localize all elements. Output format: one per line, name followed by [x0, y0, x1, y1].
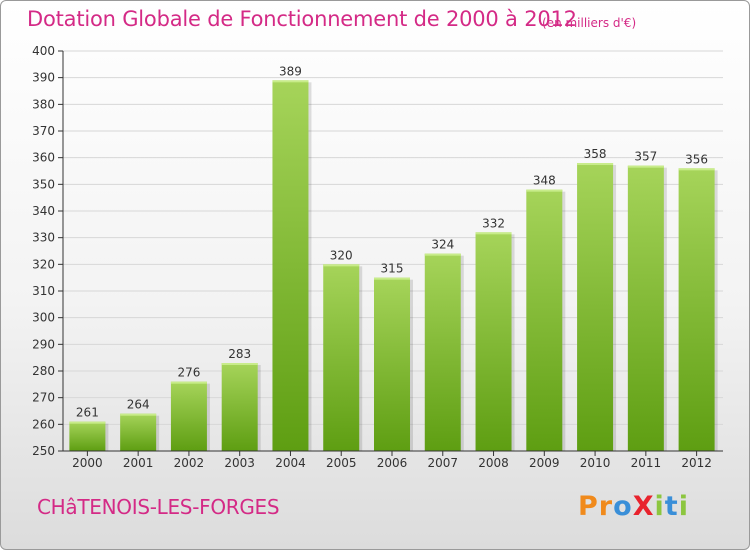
bar-top-highlight: [120, 413, 157, 416]
x-tick-label: 2010: [580, 456, 611, 470]
bar-top-highlight: [69, 421, 106, 424]
x-tick-label: 2008: [478, 456, 509, 470]
bar-2006: [374, 277, 410, 451]
y-tick-label: 400: [32, 44, 55, 58]
data-label: 389: [279, 64, 302, 78]
bar-2003: [221, 363, 258, 451]
y-tick-label: 350: [32, 177, 55, 191]
bar-top-highlight: [475, 232, 512, 235]
data-label: 357: [634, 150, 657, 164]
bar-top-highlight: [577, 163, 614, 165]
bar-2012: [678, 168, 715, 452]
y-tick-label: 270: [32, 391, 55, 405]
data-label: 332: [482, 216, 505, 230]
data-label: 358: [584, 147, 607, 161]
bar-2004: [272, 80, 309, 451]
y-tick-label: 320: [32, 257, 55, 271]
data-label: 276: [177, 366, 200, 380]
bar-top-highlight: [272, 80, 309, 83]
y-tick-labels: 250 260 270 280 290 300 310 320 330 340 350 360 370 3…: [32, 44, 63, 458]
x-tick-labels: 2000 2001 2002 2003 2004 2005 2006 2007 2008 2009…: [72, 451, 712, 470]
x-tick-label: 2009: [529, 456, 560, 470]
bar-2000: [69, 421, 106, 451]
logo-letter: i: [654, 491, 665, 522]
y-tick-label: 380: [32, 97, 55, 111]
y-tick-label: 280: [32, 364, 55, 378]
logo-letter: P: [578, 491, 599, 522]
x-tick-label: 2003: [224, 456, 255, 470]
bar-2009: [526, 189, 563, 451]
logo-letter: t: [664, 491, 679, 522]
x-tick-label: 2005: [326, 456, 357, 470]
data-label: 348: [533, 174, 556, 188]
y-tick-label: 290: [32, 337, 55, 351]
y-tick-label: 310: [32, 284, 55, 298]
bar-top-highlight: [678, 168, 715, 171]
bar-2001: [120, 413, 157, 451]
x-tick-label: 2000: [72, 456, 103, 470]
bar-2007: [424, 253, 461, 451]
chart-unit: (en milliers d'€): [542, 16, 637, 30]
x-tick-label: 2006: [377, 456, 408, 470]
data-labels: 261 264 276 283 389 320 315 324 332 348 358 357 356: [76, 64, 708, 419]
bar-top-highlight: [374, 277, 410, 280]
axes: [62, 51, 723, 452]
x-tick-label: 2002: [174, 456, 205, 470]
bar-2002: [170, 381, 207, 451]
x-tick-label: 2012: [681, 456, 712, 470]
logo-letter: r: [598, 491, 614, 522]
y-tick-label: 340: [32, 204, 55, 218]
x-tick-label: 2004: [275, 456, 306, 470]
bars: [69, 80, 718, 452]
bar-2005: [323, 264, 360, 451]
bar-top-highlight: [424, 253, 461, 256]
y-tick-label: 370: [32, 124, 55, 138]
data-label: 261: [76, 406, 99, 420]
bar-top-highlight: [526, 189, 563, 192]
y-tick-label: 330: [32, 231, 55, 245]
bar-top-highlight: [323, 264, 360, 267]
logo-letter: o: [613, 491, 633, 522]
data-label: 356: [685, 152, 708, 166]
chart-title: Dotation Globale de Fonctionnement de 20…: [27, 7, 577, 31]
commune-name: CHâTENOIS-LES-FORGES: [37, 495, 280, 519]
data-label: 283: [228, 347, 251, 361]
x-tick-label: 2001: [123, 456, 154, 470]
bar-2011: [627, 165, 664, 451]
data-label: 320: [330, 248, 353, 262]
data-label: 264: [127, 398, 150, 412]
bar-top-highlight: [221, 363, 258, 365]
y-tick-label: 300: [32, 311, 55, 325]
data-label: 315: [381, 262, 404, 276]
logo-letter: X: [632, 491, 655, 522]
bar-2008: [475, 232, 512, 451]
data-label: 324: [431, 238, 454, 252]
bar-top-highlight: [170, 381, 207, 384]
proxiti-logo: ProXiti: [578, 491, 689, 522]
x-tick-label: 2007: [427, 456, 458, 470]
bar-top-highlight: [627, 165, 664, 168]
y-tick-label: 360: [32, 151, 55, 165]
bar-2010: [577, 163, 614, 451]
y-tick-label: 260: [32, 417, 55, 431]
y-tick-label: 390: [32, 71, 55, 85]
logo-letter: i: [678, 491, 689, 522]
y-tick-label: 250: [32, 444, 55, 458]
x-tick-label: 2011: [631, 456, 662, 470]
